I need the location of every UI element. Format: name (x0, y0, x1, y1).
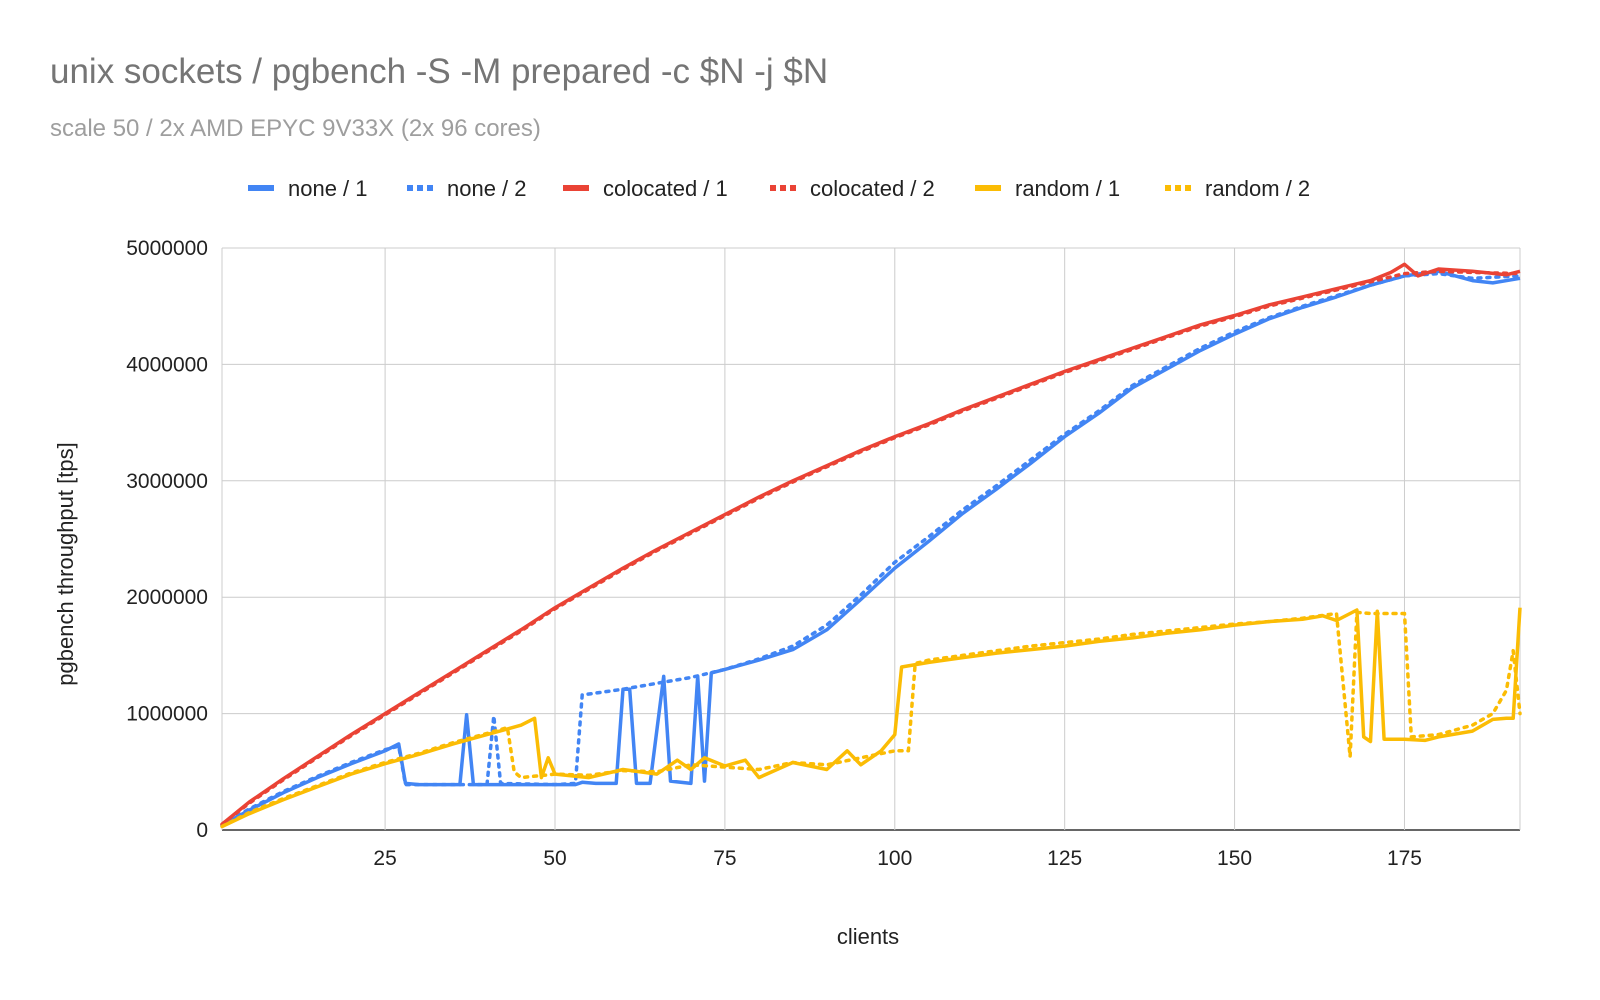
x-tick-labels: 25 50 75 100 125 150 175 (373, 847, 1422, 870)
series-lines (220, 262, 1522, 829)
legend-label: random / 2 (1205, 176, 1310, 201)
y-tick-label: 4000000 (126, 353, 208, 376)
x-tick-label: 125 (1047, 847, 1082, 870)
y-tick-labels: 0 1000000 2000000 3000000 4000000 5000000 (126, 237, 208, 842)
series-line (220, 262, 1521, 826)
legend-label: colocated / 1 (603, 176, 728, 201)
y-tick-label: 0 (196, 819, 208, 842)
x-tick-label: 100 (877, 847, 912, 870)
x-tick-label: 150 (1217, 847, 1252, 870)
y-tick-label: 3000000 (126, 470, 208, 493)
series-line (220, 271, 1522, 828)
legend-label: colocated / 2 (810, 176, 935, 201)
legend-label: none / 2 (447, 176, 527, 201)
chart-subtitle: scale 50 / 2x AMD EPYC 9V33X (2x 96 core… (50, 115, 541, 142)
x-tick-label: 25 (373, 847, 396, 870)
series-line (220, 610, 1522, 829)
chart-title: unix sockets / pgbench -S -M prepared -c… (50, 52, 829, 91)
y-axis-title: pgbench throughput [tps] (53, 442, 78, 685)
gridlines (221, 247, 1521, 831)
series-line (220, 269, 1522, 826)
legend-label: random / 1 (1015, 176, 1120, 201)
y-tick-label: 1000000 (126, 703, 208, 726)
y-tick-label: 5000000 (126, 237, 208, 260)
x-axis-title: clients (837, 924, 899, 949)
series-line (221, 607, 1522, 829)
x-tick-label: 75 (713, 847, 736, 870)
x-tick-label: 50 (543, 847, 566, 870)
x-tick-label: 175 (1387, 847, 1422, 870)
series-line (221, 269, 1521, 827)
legend: none / 1 none / 2 colocated / 1 colocated /… (248, 176, 1310, 201)
y-tick-label: 2000000 (126, 586, 208, 609)
legend-label: none / 1 (288, 176, 368, 201)
